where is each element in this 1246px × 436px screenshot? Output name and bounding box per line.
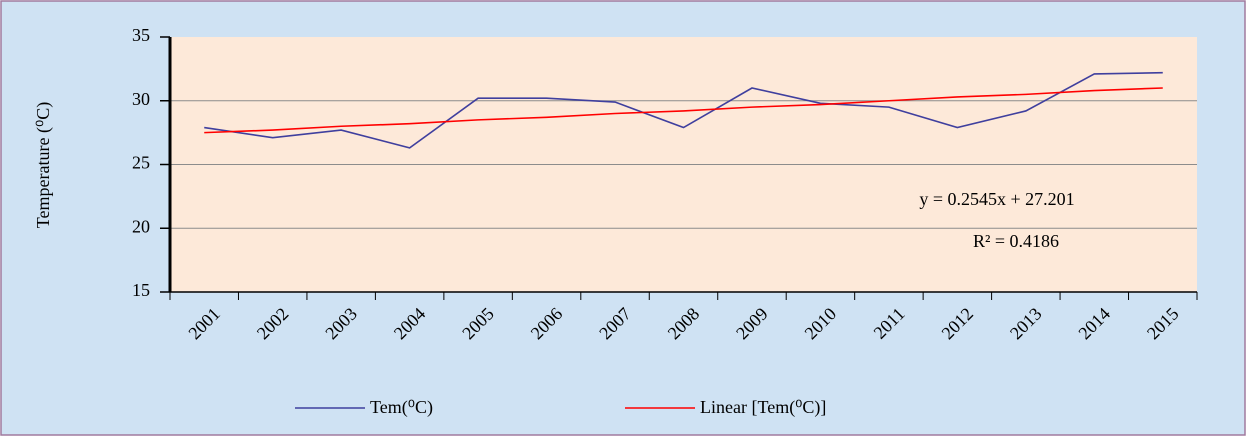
y-axis-label: Temperature (⁰C): [33, 102, 54, 228]
y-tick-label: 30: [132, 89, 150, 109]
trend-r-squared: R² = 0.4186: [973, 231, 1059, 251]
legend-label: Tem(⁰C): [370, 397, 433, 418]
y-tick-label: 25: [132, 153, 150, 173]
trend-equation: y = 0.2545x + 27.201: [919, 189, 1074, 209]
series-line: [204, 87, 1163, 134]
y-tick-label: 35: [132, 25, 150, 45]
y-tick-label: 20: [132, 216, 150, 236]
y-tick-label: 15: [132, 280, 150, 300]
series-line: [204, 71, 1163, 149]
legend-label: Linear [Tem(⁰C)]: [700, 397, 826, 418]
